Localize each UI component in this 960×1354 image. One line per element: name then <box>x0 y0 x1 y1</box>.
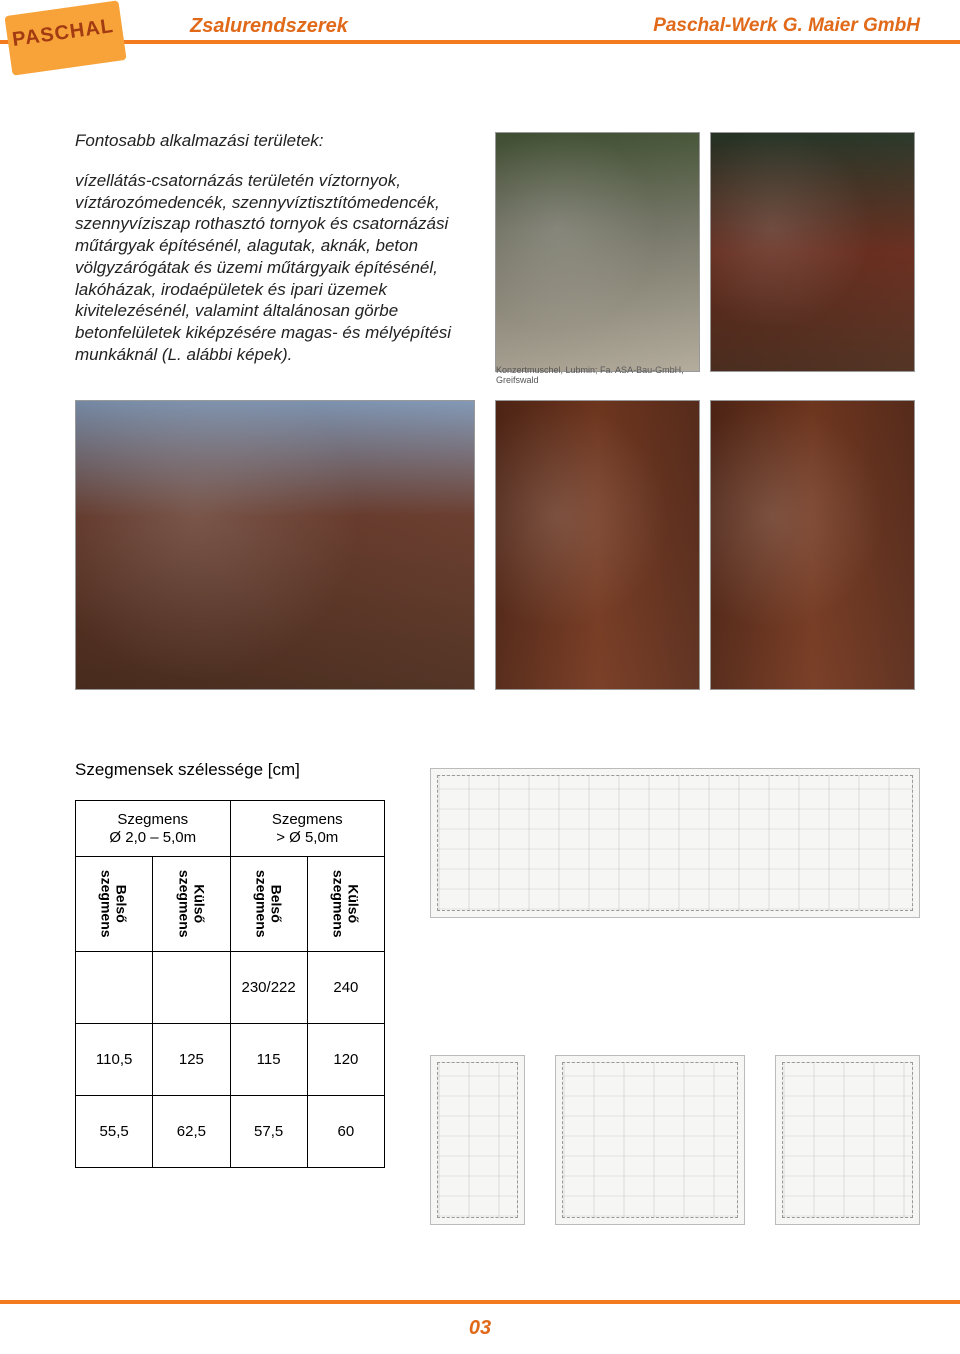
diagram-small-3 <box>775 1055 920 1225</box>
photo-1-caption: Konzertmuschel, Lubmin; Fa. ASA-Bau-GmbH… <box>496 365 699 385</box>
diagram-small-1 <box>430 1055 525 1225</box>
group1-line1: Szegmens <box>117 811 188 828</box>
table-title: Szegmensek szélessége [cm] <box>75 760 405 780</box>
header-bar: Zsalurendszerek Paschal-Werk G. Maier Gm… <box>0 14 960 38</box>
group2-line1: Szegmens <box>272 811 343 828</box>
header-company: Paschal-Werk G. Maier GmbH <box>653 15 920 37</box>
col-outer-1: Külsőszegmens <box>153 857 230 952</box>
group-2: Szegmens > Ø 5,0m <box>230 801 385 857</box>
photo-3 <box>75 400 475 690</box>
group-1: Szegmens Ø 2,0 – 5,0m <box>76 801 231 857</box>
cell <box>76 952 153 1024</box>
logo: PASCHAL <box>0 0 140 90</box>
cell: 110,5 <box>76 1024 153 1096</box>
cell: 125 <box>153 1024 230 1096</box>
body-heading: Fontosabb alkalmazási területek: <box>75 130 475 152</box>
cell: 240 <box>307 952 384 1024</box>
cell: 60 <box>307 1096 384 1168</box>
table-section: Szegmensek szélessége [cm] Szegmens Ø 2,… <box>75 760 405 1168</box>
col-inner-1: Belsőszegmens <box>76 857 153 952</box>
header-brand: Zsalurendszerek <box>190 15 348 38</box>
table-row: 230/222 240 <box>76 952 385 1024</box>
table-row: 110,5 125 115 120 <box>76 1024 385 1096</box>
group2-line2: > Ø 5,0m <box>276 829 338 846</box>
photo-2 <box>710 132 915 372</box>
body-paragraph: vízellátás-csatornázás területén víztorn… <box>75 170 475 366</box>
footer-rule <box>0 1300 960 1304</box>
group1-line2: Ø 2,0 – 5,0m <box>109 829 196 846</box>
table-header-groups: Szegmens Ø 2,0 – 5,0m Szegmens > Ø 5,0m <box>76 801 385 857</box>
cell: 55,5 <box>76 1096 153 1168</box>
table-row: 55,5 62,5 57,5 60 <box>76 1096 385 1168</box>
page-number: 03 <box>469 1317 491 1340</box>
cell: 62,5 <box>153 1096 230 1168</box>
photo-5 <box>710 400 915 690</box>
photo-4 <box>495 400 700 690</box>
cell: 57,5 <box>230 1096 307 1168</box>
table-header-cols: Belsőszegmens Külsőszegmens Belsőszegmen… <box>76 857 385 952</box>
cell: 120 <box>307 1024 384 1096</box>
cell: 230/222 <box>230 952 307 1024</box>
body-text: Fontosabb alkalmazási területek: vízellá… <box>75 130 475 366</box>
segment-table: Szegmens Ø 2,0 – 5,0m Szegmens > Ø 5,0m … <box>75 800 385 1168</box>
col-outer-2: Külsőszegmens <box>307 857 384 952</box>
cell <box>153 952 230 1024</box>
diagram-arc <box>430 768 920 918</box>
col-inner-2: Belsőszegmens <box>230 857 307 952</box>
header-rule <box>0 40 960 44</box>
photo-1: Konzertmuschel, Lubmin; Fa. ASA-Bau-GmbH… <box>495 132 700 372</box>
diagram-small-2 <box>555 1055 745 1225</box>
cell: 115 <box>230 1024 307 1096</box>
